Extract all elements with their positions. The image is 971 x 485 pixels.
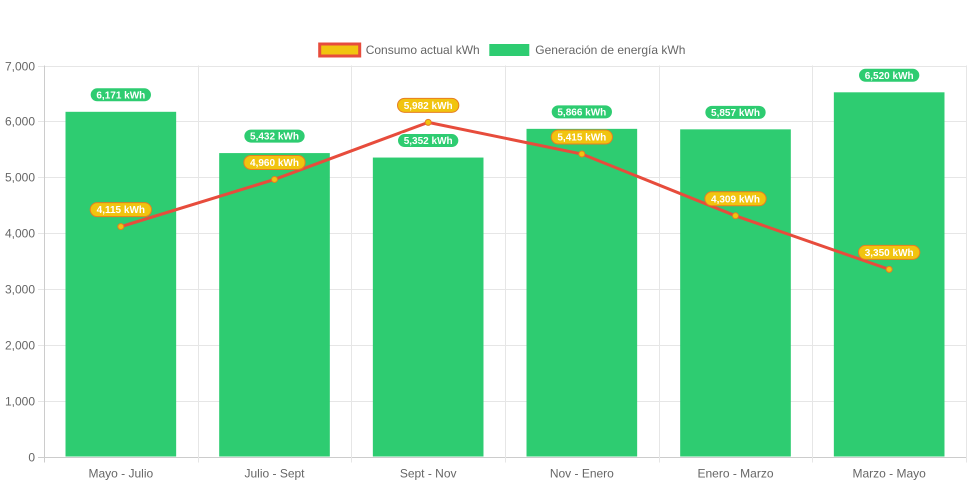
- bar-data-label: 6,520 kWh: [865, 71, 914, 82]
- bar-data-label: 5,352 kWh: [404, 136, 453, 147]
- y-tick-label: 2,000: [5, 339, 35, 353]
- legend-generation-swatch: [489, 44, 530, 56]
- legend-consumption-label: Consumo actual kWh: [366, 43, 480, 57]
- bar-2: [372, 157, 484, 457]
- bar-data-label-bg: [243, 128, 306, 144]
- bar-data-label-bg: [704, 104, 767, 120]
- y-tick-label: 7,000: [5, 60, 35, 74]
- bar-1: [219, 153, 330, 457]
- x-tick-label: Mayo - Julio: [88, 467, 153, 481]
- x-tick-label: Julio - Sept: [244, 467, 305, 481]
- y-tick-label: 5,000: [5, 171, 35, 185]
- line-data-label: 4,309 kWh: [711, 194, 760, 205]
- bar-data-label-bg: [550, 104, 613, 120]
- line-point-4: [732, 212, 739, 220]
- bar-data-label-bg: [397, 133, 460, 149]
- line-data-label: 3,350 kWh: [865, 248, 914, 259]
- line-data-label-bg: [397, 97, 460, 113]
- line-data-label-bg: [704, 191, 767, 207]
- x-tick-label: Marzo - Mayo: [852, 467, 926, 481]
- bar-data-label-bg: [858, 67, 921, 83]
- line-data-label: 5,415 kWh: [557, 133, 606, 144]
- line-data-label: 4,960 kWh: [250, 158, 299, 169]
- x-tick-label: Enero - Marzo: [697, 467, 773, 481]
- line-point-3: [578, 150, 586, 158]
- y-tick-label: 0: [28, 451, 35, 465]
- line-data-label-bg: [858, 244, 921, 260]
- line-point-1: [271, 175, 278, 183]
- line-data-label: 4,115 kWh: [97, 205, 145, 216]
- x-tick-label: Sept - Nov: [400, 467, 457, 481]
- consumption-line: [120, 120, 890, 271]
- bar-data-label: 6,171 kWh: [96, 90, 145, 101]
- bar-4: [680, 129, 791, 457]
- x-tick-label: Nov - Enero: [550, 467, 614, 481]
- line-data-label: 5,982 kWh: [404, 101, 453, 112]
- legend-generation-label: Generación de energía kWh: [535, 43, 685, 57]
- bar-data-label: 5,866 kWh: [557, 107, 606, 118]
- y-tick-label: 6,000: [5, 115, 35, 129]
- line-point-0: [117, 223, 125, 231]
- line-data-label-bg: [89, 202, 152, 218]
- bar-3: [526, 128, 638, 457]
- line-point-5: [885, 265, 893, 273]
- line-data-label-bg: [550, 129, 613, 145]
- bar-5: [833, 92, 945, 457]
- bar-0: [65, 111, 177, 457]
- legend-consumption-swatch: [318, 42, 362, 58]
- bar-data-label-bg: [89, 87, 152, 103]
- bar-data-label: 5,432 kWh: [250, 132, 299, 143]
- line-point-2: [424, 118, 432, 126]
- line-data-label-bg: [243, 154, 306, 170]
- y-tick-label: 3,000: [5, 283, 35, 297]
- y-tick-label: 4,000: [5, 227, 35, 241]
- y-tick-label: 1,000: [5, 395, 35, 409]
- bar-data-label: 5,857 kWh: [711, 108, 760, 119]
